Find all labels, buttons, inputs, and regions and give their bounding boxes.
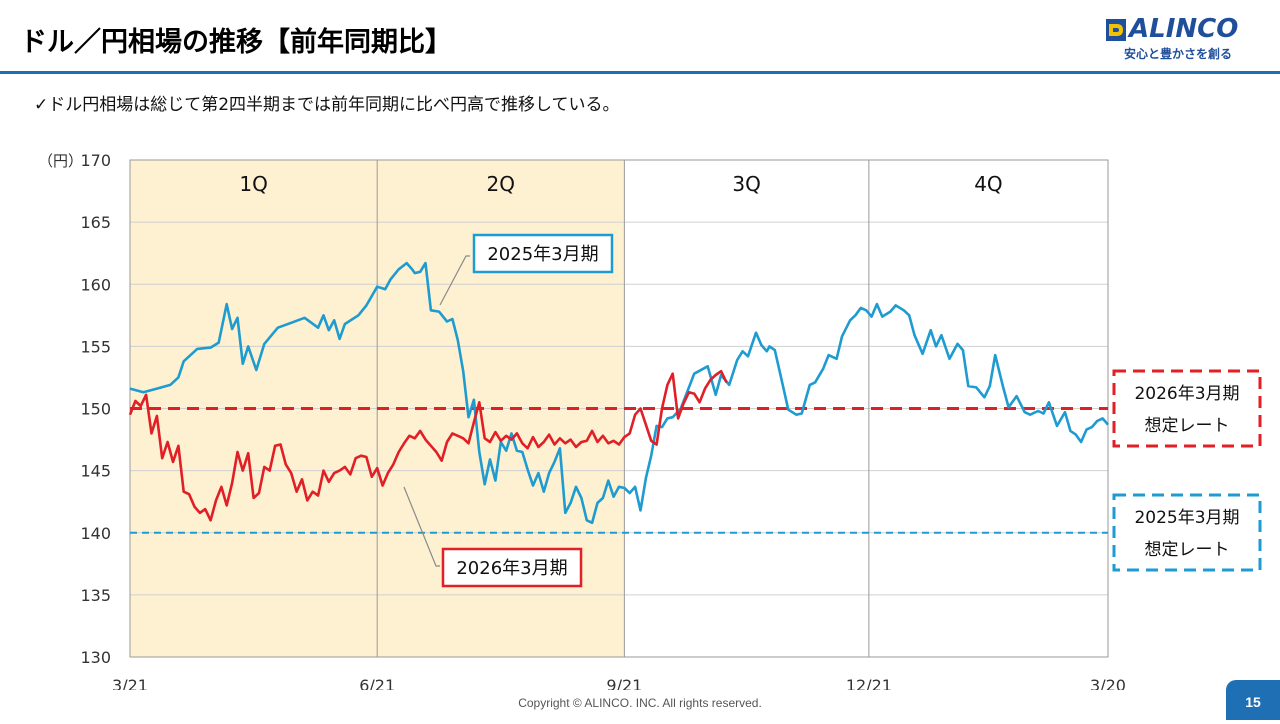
callout-label: 2026年3月期 <box>456 558 567 579</box>
logo-tagline: 安心と豊かさを創る <box>1124 47 1233 61</box>
y-tick-label: 155 <box>80 337 111 356</box>
callout-box-fy2026 <box>441 547 583 588</box>
reference-legend-label: 2025年3月期 <box>1134 508 1239 528</box>
logo-mark-icon <box>1106 19 1126 41</box>
series-line-fy2026 <box>128 369 728 522</box>
copyright-text: Copyright © ALINCO. INC. All rights rese… <box>518 696 762 710</box>
reference-legend-sublabel: 想定レート <box>1145 416 1230 436</box>
x-tick-label: 12/21 <box>846 676 892 690</box>
y-tick-label: 135 <box>80 586 111 605</box>
x-tick-label: 3/21 <box>112 676 148 690</box>
x-tick-label: 9/21 <box>606 676 642 690</box>
quarter-label-2q: 2Q <box>487 172 515 196</box>
y-tick-label: 170 <box>80 151 111 170</box>
callout-label: 2025年3月期 <box>487 244 598 265</box>
y-tick-label: 130 <box>80 648 111 667</box>
y-tick-label: 165 <box>80 213 111 232</box>
page-title: ドル／円相場の推移【前年同期比】 <box>20 27 452 58</box>
reference-legend-label: 2026年3月期 <box>1134 384 1239 404</box>
title-underline <box>0 71 1280 74</box>
reference-legend-sublabel: 想定レート <box>1145 540 1230 560</box>
quarter-label-1q: 1Q <box>239 172 267 196</box>
page-number: 15 <box>1226 680 1280 720</box>
quarter-label-4q: 4Q <box>974 172 1002 196</box>
company-logo: ALINCO 安心と豊かさを創る <box>1106 14 1258 64</box>
y-tick-label: 160 <box>80 275 111 294</box>
quarter-label-3q: 3Q <box>732 172 760 196</box>
y-tick-label: 145 <box>80 462 111 481</box>
x-tick-label: 3/20 <box>1090 676 1126 690</box>
y-tick-label: 140 <box>80 524 111 543</box>
reference-legend-box-fy2026 <box>1112 369 1262 448</box>
summary-bullet: ✓ドル円相場は総じて第2四半期までは前年同期に比べ円高で推移している。 <box>34 95 620 115</box>
reference-legend-box-fy2025 <box>1112 493 1262 572</box>
x-tick-label: 6/21 <box>359 676 395 690</box>
series-line-fy2025 <box>129 261 1109 525</box>
callout-leader <box>439 255 470 306</box>
callout-box-fy2025 <box>472 233 614 274</box>
usd-jpy-chart: 1Q 2Q 3Q 4Q 130 135 140 145 150 155 160 165 170（円） 3/… <box>38 151 1262 690</box>
y-axis-unit: （円） <box>38 152 83 170</box>
y-tick-label: 150 <box>80 400 111 419</box>
logo-name: ALINCO <box>1129 14 1239 44</box>
callout-leader <box>403 486 440 567</box>
